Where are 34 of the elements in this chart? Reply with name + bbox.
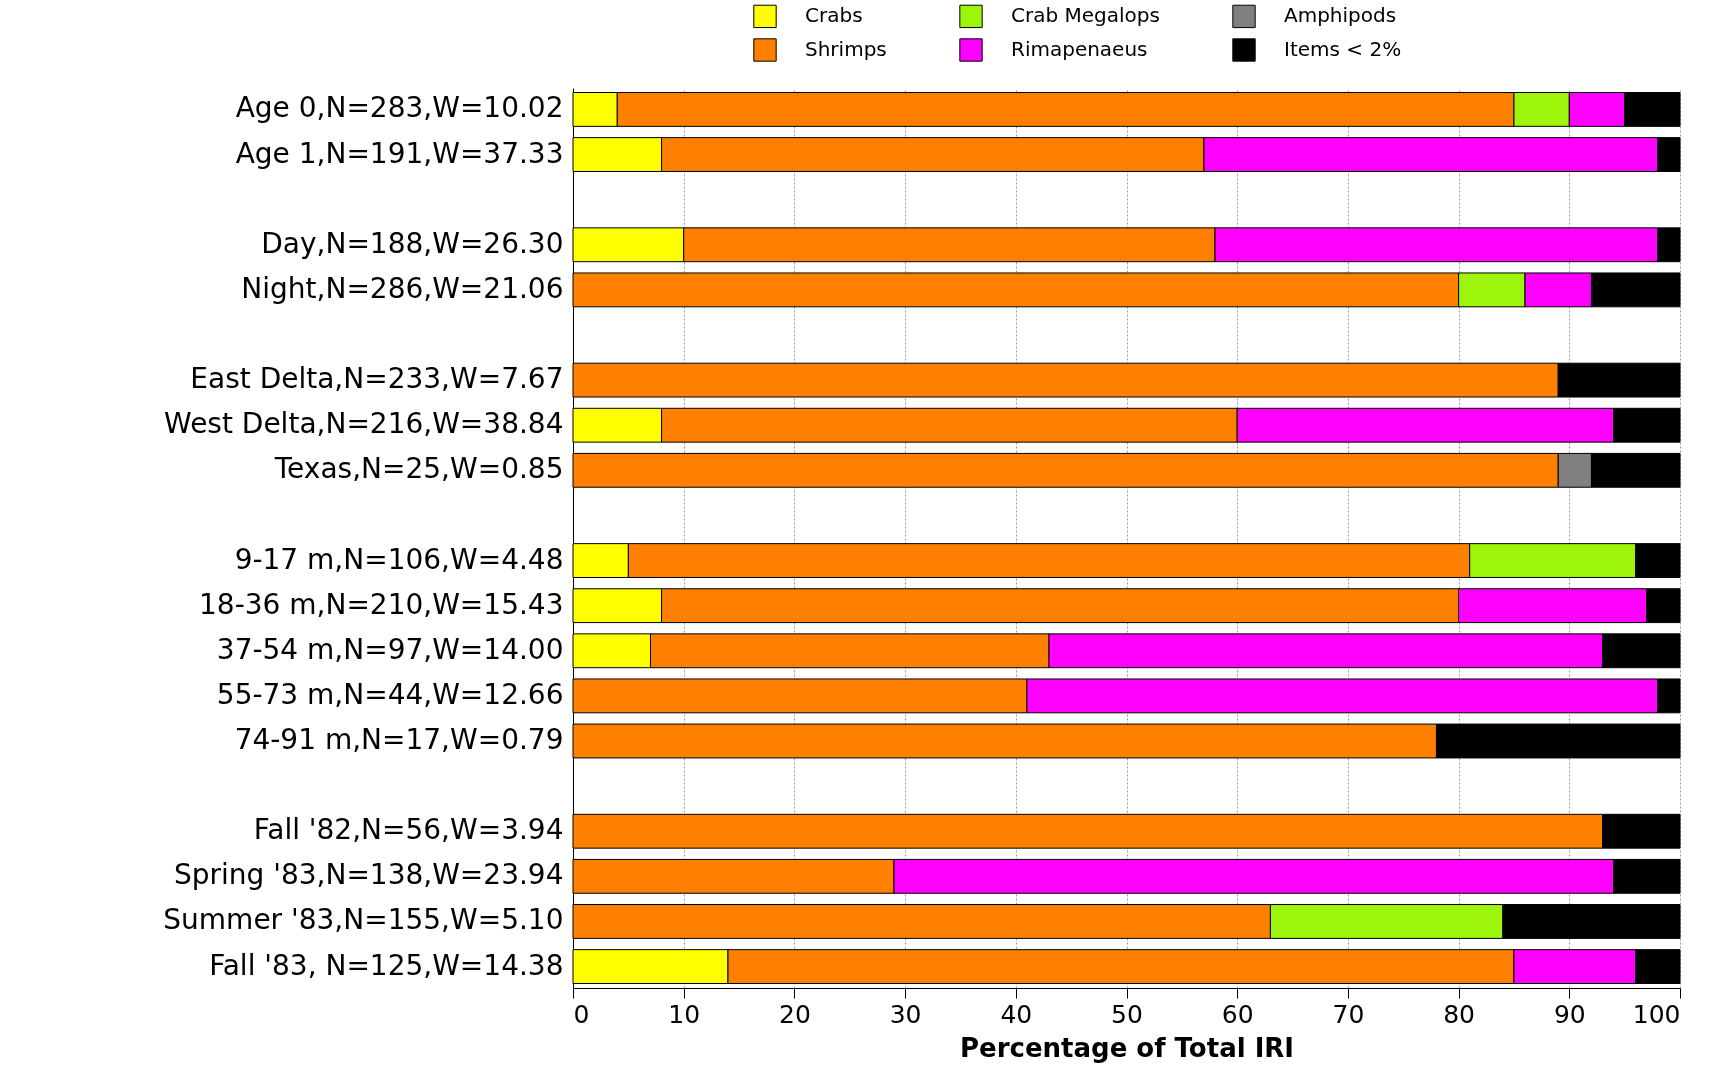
y-tick-label: 55-73 m,N=44,W=12.66 [216,677,564,711]
legend-label: Crabs [805,3,863,28]
y-tick-label: 37-54 m,N=97,W=14.00 [216,632,564,666]
y-tick-label: West Delta,N=216,W=38.84 [164,407,564,441]
legend-label: Shrimps [805,37,887,61]
legend-label: Crab Megalops [1011,3,1160,28]
x-tick-label: 60 [1221,999,1254,1029]
legend-label: Items < 2% [1284,37,1402,61]
y-tick-label: Age 0,N=283,W=10.02 [235,91,564,125]
y-tick-label: 74-91 m,N=17,W=0.79 [234,723,564,757]
y-tick-label: Fall '83, N=125,W=14.38 [209,948,564,982]
y-tick-label: East Delta,N=233,W=7.67 [190,362,564,396]
x-tick-label: 80 [1443,999,1476,1029]
x-tick-label: 10 [668,999,701,1029]
y-tick-label: Spring '83,N=138,W=23.94 [173,858,564,892]
legend-label: Rimapenaeus [1011,37,1148,61]
legend-label: Amphipods [1284,3,1397,28]
y-tick-label: 18-36 m,N=210,W=15.43 [199,587,564,621]
y-tick-label: Day,N=188,W=26.30 [261,226,564,260]
x-tick-label: 100 [1632,999,1681,1029]
x-axis-title: Percentage of Total IRI [959,1032,1295,1063]
x-tick-label: 70 [1332,999,1365,1029]
y-tick-label: Night,N=286,W=21.06 [241,271,564,305]
x-tick-label: 90 [1553,999,1586,1029]
x-tick-label: 40 [1000,999,1033,1029]
y-tick-label: Fall '82,N=56,W=3.94 [253,813,564,847]
y-tick-label: Texas,N=25,W=0.85 [273,452,564,486]
x-tick-label: 20 [778,999,811,1029]
y-tick-label: 9-17 m,N=106,W=4.48 [234,542,564,576]
x-tick-label: 30 [889,999,922,1029]
x-tick-label: 0 [573,999,590,1029]
y-tick-label: Summer '83,N=155,W=5.10 [163,903,564,937]
x-tick-label: 50 [1111,999,1143,1029]
y-tick-label: Age 1,N=191,W=37.33 [235,136,564,170]
